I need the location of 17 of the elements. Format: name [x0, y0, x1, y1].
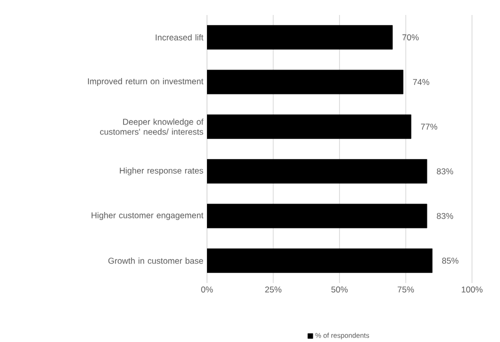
x-tick-label: 75%: [398, 286, 414, 292]
x-tick-label: 100%: [462, 286, 483, 293]
data-label: 83%: [436, 168, 454, 174]
x-tick-label: 50%: [331, 286, 348, 293]
y-tick-label: Growth in customer base: [108, 258, 204, 264]
x-tick-label: 0%: [201, 286, 213, 293]
data-label: 83%: [436, 213, 454, 219]
y-tick-label: Deeper knowledge of customers' needs/ interests: [100, 118, 204, 135]
x-tick-label: 25%: [265, 286, 282, 293]
y-tick-label: Higher customer engagement: [92, 212, 204, 220]
data-label: 70%: [402, 34, 419, 40]
y-tick-label: Higher response rates: [120, 167, 204, 176]
data-label: 77%: [421, 124, 438, 130]
y-tick-label: Improved return on investment: [88, 78, 204, 86]
data-label: 74%: [413, 79, 430, 85]
y-tick-label: Increased lift: [156, 34, 204, 40]
data-label: 85%: [442, 258, 458, 264]
